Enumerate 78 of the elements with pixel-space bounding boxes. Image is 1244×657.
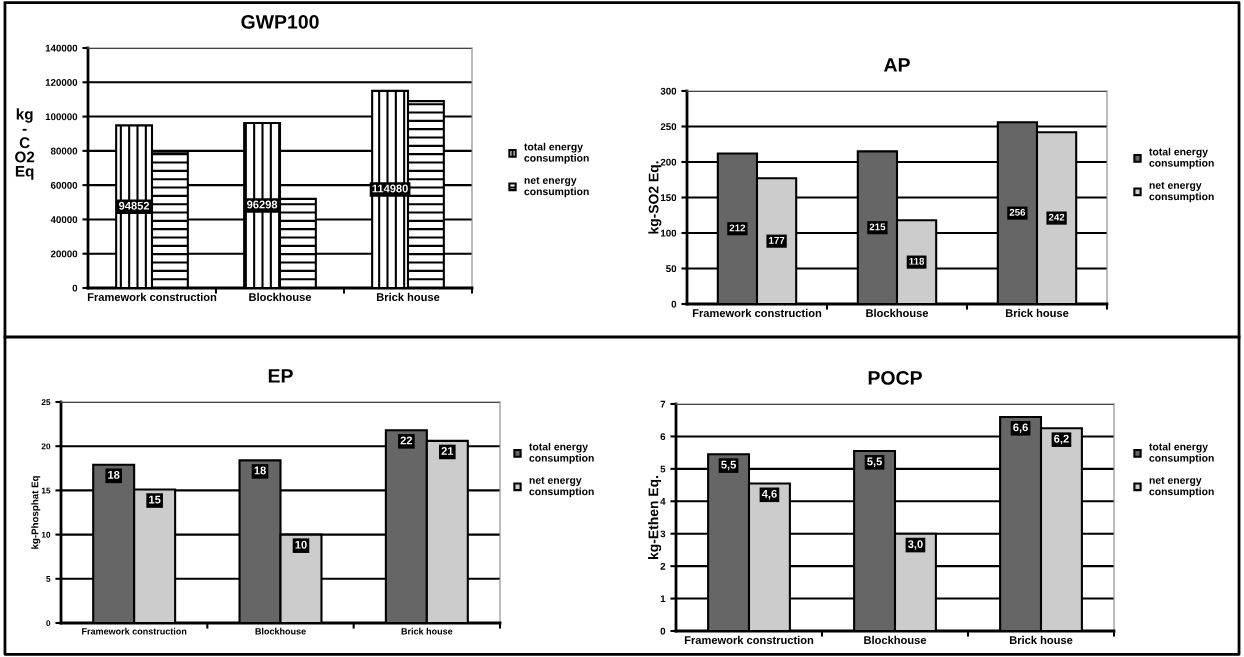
data-label: 96298 bbox=[247, 200, 278, 209]
data-label: 6,6 bbox=[1013, 423, 1028, 433]
y-tick-label: 100 bbox=[660, 229, 677, 237]
y-tick-label: 5 bbox=[46, 576, 51, 582]
y-tick-label: 40000 bbox=[50, 216, 78, 224]
y-tick-label: 7 bbox=[660, 400, 666, 408]
chart-title: AP bbox=[883, 58, 910, 72]
y-tick-label: 20000 bbox=[50, 250, 78, 258]
y-tick-label: 250 bbox=[660, 123, 677, 131]
data-label: 4,6 bbox=[761, 489, 777, 500]
data-label: 215 bbox=[869, 223, 886, 231]
chart-title: EP bbox=[268, 369, 293, 383]
data-label: 6,2 bbox=[1054, 434, 1069, 445]
y-tick-label: 150 bbox=[660, 194, 677, 202]
y-axis-title: kg-SO2 Eq. bbox=[648, 161, 662, 234]
legend-label: net energy consumption bbox=[524, 176, 589, 198]
data-label: 3,0 bbox=[907, 540, 923, 550]
data-label: 5,5 bbox=[721, 460, 736, 471]
y-tick-label: 1 bbox=[660, 595, 666, 603]
chart-title: POCP bbox=[868, 370, 922, 385]
y-tick-label: 2 bbox=[660, 562, 666, 570]
x-tick-label: Blockhouse bbox=[866, 308, 929, 318]
legend-label: total energy consumption bbox=[1149, 147, 1214, 169]
y-tick-label: 140000 bbox=[45, 44, 78, 52]
x-tick-label: Blockhouse bbox=[249, 292, 312, 302]
y-tick-label: 200 bbox=[660, 158, 677, 166]
y-tick-label: 4 bbox=[660, 498, 666, 505]
x-tick-label: Blockhouse bbox=[864, 635, 927, 645]
legend-label: total energy consumption bbox=[529, 442, 594, 464]
x-tick-label: Framework construction bbox=[684, 635, 814, 645]
x-tick-label: Brick house bbox=[401, 627, 453, 635]
legend-label: total energy consumption bbox=[1149, 442, 1214, 464]
y-tick-label: 6 bbox=[660, 433, 666, 441]
data-label: 5,5 bbox=[867, 457, 882, 467]
data-label: 21 bbox=[441, 447, 454, 455]
y-tick-label: 300 bbox=[660, 87, 677, 95]
y-tick-label: 80000 bbox=[50, 147, 78, 155]
x-tick-label: Framework construction bbox=[82, 627, 187, 635]
y-tick-label: 25 bbox=[41, 399, 51, 406]
x-tick-label: Blockhouse bbox=[255, 627, 306, 635]
x-tick-label: Brick house bbox=[1009, 635, 1073, 645]
y-tick-label: 10 bbox=[41, 531, 51, 538]
data-label: 18 bbox=[108, 470, 120, 479]
y-tick-label: 100000 bbox=[45, 113, 78, 121]
data-label: 256 bbox=[1009, 208, 1026, 216]
data-label: 212 bbox=[729, 224, 746, 232]
legend-label: net energy consumption bbox=[1149, 476, 1214, 498]
y-axis-title: kg-Ethen Eq. bbox=[648, 476, 662, 559]
x-tick-label: Brick house bbox=[376, 292, 440, 302]
data-label: 177 bbox=[769, 236, 785, 244]
y-tick-label: 15 bbox=[41, 487, 51, 494]
y-tick-label: 0 bbox=[671, 300, 677, 308]
y-tick-label: 60000 bbox=[50, 181, 78, 189]
y-tick-label: 0 bbox=[72, 284, 78, 292]
x-tick-label: Framework construction bbox=[692, 308, 822, 318]
y-tick-label: 0 bbox=[660, 627, 666, 635]
y-axis-title: kg-Phosphat Eq bbox=[31, 476, 41, 549]
data-label: 22 bbox=[400, 436, 413, 445]
x-tick-label: Brick house bbox=[1005, 308, 1069, 318]
data-label: 15 bbox=[149, 495, 161, 504]
y-tick-label: 120000 bbox=[45, 79, 78, 86]
data-label: 118 bbox=[909, 257, 925, 265]
data-label: 18 bbox=[254, 466, 266, 475]
y-tick-label: 5 bbox=[660, 465, 666, 473]
data-label: 242 bbox=[1048, 213, 1065, 221]
y-axis-title: kg - C O2 Eq bbox=[15, 108, 35, 180]
y-tick-label: 0 bbox=[46, 620, 51, 627]
x-tick-label: Framework construction bbox=[87, 292, 217, 302]
data-label: 94852 bbox=[119, 201, 150, 210]
y-tick-label: 3 bbox=[660, 530, 666, 538]
legend-label: net energy consumption bbox=[1149, 181, 1214, 203]
data-label: 114980 bbox=[372, 184, 408, 193]
legend-label: total energy consumption bbox=[524, 142, 589, 164]
y-tick-label: 20 bbox=[41, 443, 51, 450]
y-tick-label: 50 bbox=[666, 265, 677, 273]
data-label: 10 bbox=[295, 540, 307, 549]
legend-label: net energy consumption bbox=[529, 476, 594, 498]
chart-title: GWP100 bbox=[241, 14, 319, 29]
